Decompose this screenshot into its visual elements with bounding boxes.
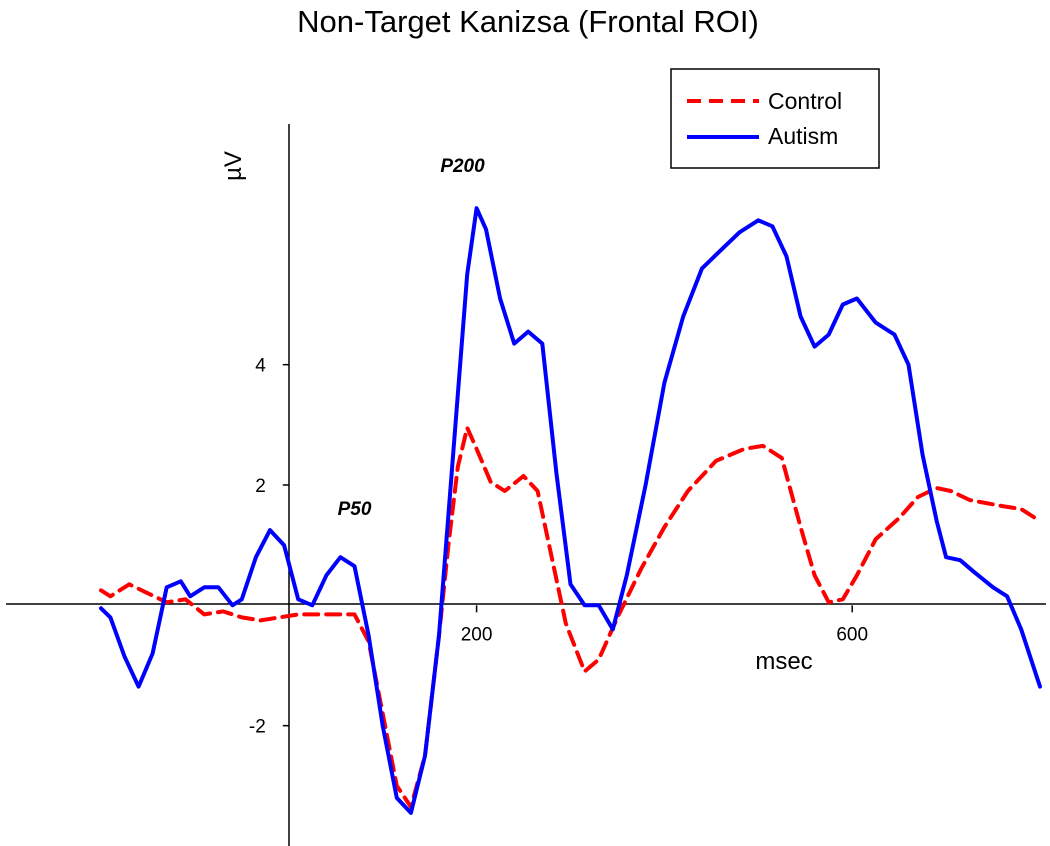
- annotation-layer: P50 P200: [338, 156, 486, 520]
- y-tick-label: 4: [255, 356, 266, 377]
- x-tick-label: 600: [836, 624, 868, 645]
- annotation-p200: P200: [440, 156, 485, 177]
- legend-box: [670, 68, 880, 169]
- annotation-p50: P50: [338, 499, 372, 520]
- legend-label-control: Control: [768, 88, 842, 114]
- ticks: -2 2 4 200 600: [249, 356, 868, 738]
- y-axis-title: µV: [220, 151, 247, 181]
- y-tick-label: 2: [255, 476, 266, 497]
- chart-title: Non-Target Kanizsa (Frontal ROI): [297, 4, 759, 39]
- y-tick-label: -2: [249, 717, 266, 738]
- series-control-line: [99, 425, 1042, 809]
- series-autism-line: [99, 206, 1042, 815]
- x-tick-label: 200: [461, 624, 493, 645]
- legend-label-autism: Autism: [768, 123, 838, 149]
- x-axis-title: msec: [755, 648, 812, 675]
- legend: Control Autism: [670, 68, 880, 169]
- series-layer: [99, 206, 1042, 815]
- axes: [6, 124, 1046, 846]
